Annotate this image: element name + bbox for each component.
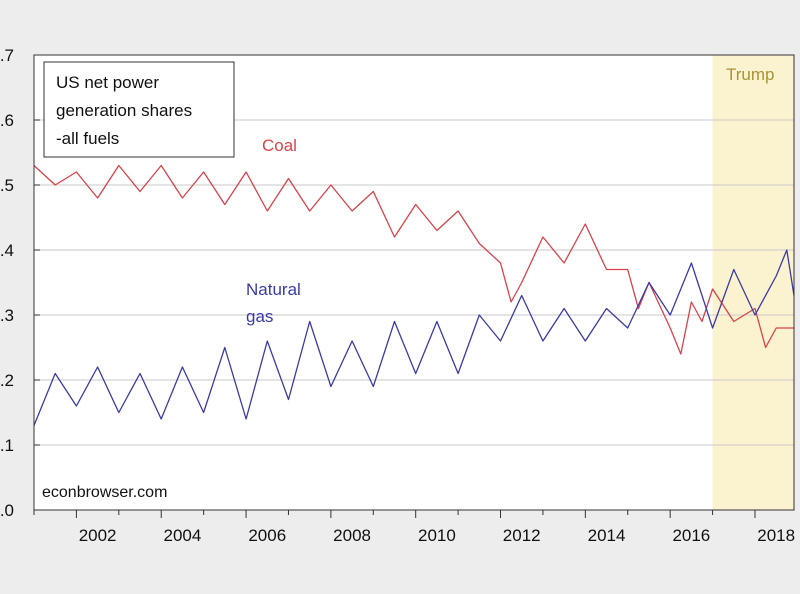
trump-shade: [712, 55, 794, 510]
x-tick-label-0: 2002: [79, 526, 117, 545]
series-line-coal: [33, 164, 794, 355]
trump-label: Trump: [726, 65, 775, 84]
legend-box: [43, 61, 235, 158]
y-tick-label-6: .6: [0, 111, 14, 130]
x-tick-label-4: 2010: [418, 526, 456, 545]
x-tick-label-3: 2008: [333, 526, 371, 545]
natural-gas-label-line-1: Natural: [246, 280, 301, 299]
x-tick-label-5: 2012: [503, 526, 541, 545]
legend-line-3: -all fuels: [56, 129, 119, 148]
coal-label: Coal: [262, 136, 297, 155]
x-tick-label-7: 2016: [672, 526, 710, 545]
y-tick-label-7: .7: [0, 46, 14, 65]
axis-layer: .0 .1 .2 .3 .4 .5 .6 .7 2002 2004 2006 2008 2010 2012…: [0, 46, 795, 545]
y-tick-label-3: .3: [0, 306, 14, 325]
y-tick-label-5: .5: [0, 176, 14, 195]
y-tick-label-0: .0: [0, 501, 14, 520]
x-tick-label-1: 2004: [164, 526, 202, 545]
series-layer: [33, 164, 795, 426]
legend-line-1: US net power: [56, 73, 159, 92]
shade-layer: [712, 55, 794, 510]
natural-gas-label-line-2: gas: [246, 307, 273, 326]
series-line-natural-gas: [33, 249, 795, 426]
x-tick-label-6: 2014: [588, 526, 626, 545]
source-label: econbrowser.com: [42, 484, 167, 501]
y-tick-label-4: .4: [0, 241, 14, 260]
plot-frame: [33, 54, 795, 511]
x-tick-label-2: 2006: [248, 526, 286, 545]
x-tick-label-8: 2018: [757, 526, 795, 545]
y-tick-label-1: .1: [0, 436, 14, 455]
legend-line-2: generation shares: [56, 101, 192, 120]
y-tick-label-2: .2: [0, 371, 14, 390]
